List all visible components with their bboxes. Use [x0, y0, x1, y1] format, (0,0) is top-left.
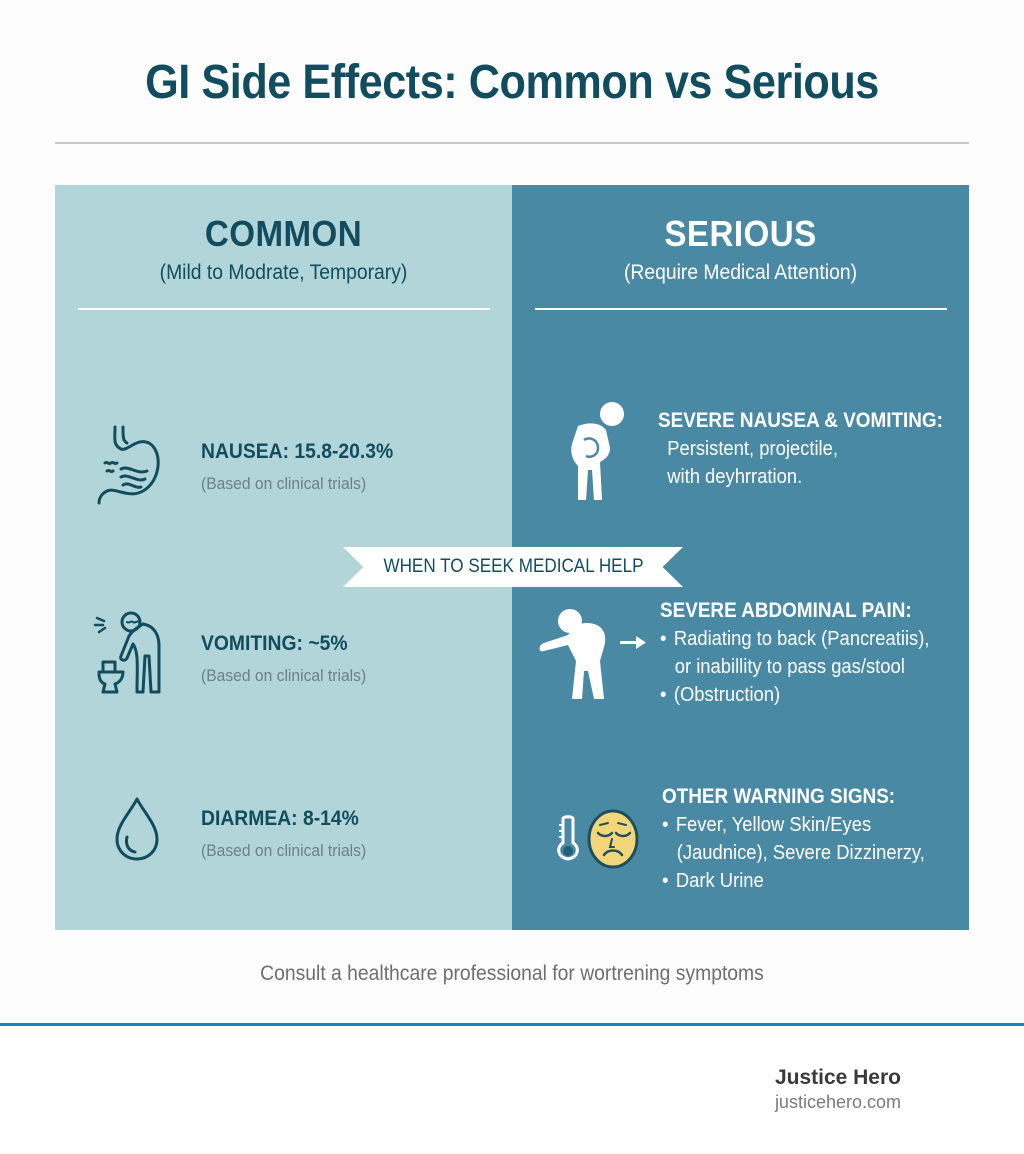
common-divider — [78, 308, 490, 310]
serious-item-abdominal-pain: SEVERE ABDOMINAL PAIN: Radiating to back… — [660, 599, 953, 709]
diarrhea-rate: DIARMEA: 8-14% — [201, 807, 359, 830]
common-subtitle: (Mild to Modrate, Temporary) — [159, 261, 408, 284]
common-title: COMMON — [204, 213, 363, 254]
serious-panel: SERIOUS (Require Medical Attention) SEVE… — [512, 185, 969, 930]
consult-note: Consult a healthcare professional for wo… — [260, 962, 764, 985]
nausea-note: (Based on clinical trials) — [201, 474, 367, 493]
seek-help-label: WHEN TO SEEK MEDICAL HELP — [382, 556, 644, 577]
serious-subtitle: (Require Medical Attention) — [623, 261, 858, 284]
person-holding-stomach-icon — [568, 400, 630, 507]
diarrhea-note: (Based on clinical trials) — [201, 841, 367, 860]
abdominal-pain-bullet: Radiating to back (Pancreatiis), — [660, 625, 930, 653]
stomach-icon — [93, 425, 165, 510]
brand-block: Justice Hero justicehero.com — [775, 1066, 901, 1113]
common-item-nausea: NAUSEA: 15.8-20.3% (Based on clinical tr… — [201, 440, 410, 494]
thermometer-icon — [554, 815, 582, 866]
footer-accent-rule — [0, 1023, 1024, 1026]
footer-area — [0, 1026, 1024, 1154]
abdominal-pain-title: SEVERE ABDOMINAL PAIN: — [660, 599, 912, 622]
page-title: GI Side Effects: Common vs Serious — [145, 56, 879, 109]
warning-signs-bullet: Dark Urine — [662, 867, 925, 895]
serious-title: SERIOUS — [664, 213, 817, 254]
abdominal-pain-line: or inabillity to pass gas/stool — [674, 656, 905, 678]
vomiting-person-toilet-icon — [93, 610, 169, 699]
water-drop-icon — [115, 797, 159, 866]
vomiting-rate: VOMITING: ~5% — [201, 632, 348, 655]
sick-face-icon — [586, 809, 640, 874]
brand-name: Justice Hero — [774, 1066, 901, 1089]
common-header: COMMON (Mild to Modrate, Temporary) — [55, 213, 512, 285]
abdominal-pain-bullet: (Obstruction) — [660, 681, 930, 709]
common-item-vomiting: VOMITING: ~5% (Based on clinical trials) — [201, 632, 381, 686]
serious-divider — [535, 308, 947, 310]
serious-item-warning-signs: OTHER WARNING SIGNS: Fever, Yellow Skin/… — [662, 785, 948, 895]
seek-help-ribbon: WHEN TO SEEK MEDICAL HELP — [343, 547, 683, 587]
severe-nausea-line: Persistent, projectile, — [667, 438, 838, 460]
brand-url: justicehero.com — [774, 1092, 901, 1112]
nausea-rate: NAUSEA: 15.8-20.3% — [201, 440, 394, 463]
warning-signs-bullet: Fever, Yellow Skin/Eyes — [662, 811, 925, 839]
severe-nausea-title: SEVERE NAUSEA & VOMITING: — [658, 409, 943, 432]
title-divider — [55, 142, 969, 144]
vomiting-note: (Based on clinical trials) — [201, 666, 367, 685]
warning-signs-title: OTHER WARNING SIGNS: — [662, 785, 896, 808]
person-back-pain-arrow-icon — [538, 605, 650, 706]
severe-nausea-line: with deyhrration. — [667, 466, 803, 488]
common-item-diarrhea: DIARMEA: 8-14% (Based on clinical trials… — [201, 807, 381, 861]
serious-header: SERIOUS (Require Medical Attention) — [512, 213, 969, 285]
warning-signs-line: (Jaudnice), Severe Dizzinerzy, — [676, 842, 925, 864]
serious-item-nausea-vomiting: SEVERE NAUSEA & VOMITING: Persistent, pr… — [658, 409, 975, 491]
